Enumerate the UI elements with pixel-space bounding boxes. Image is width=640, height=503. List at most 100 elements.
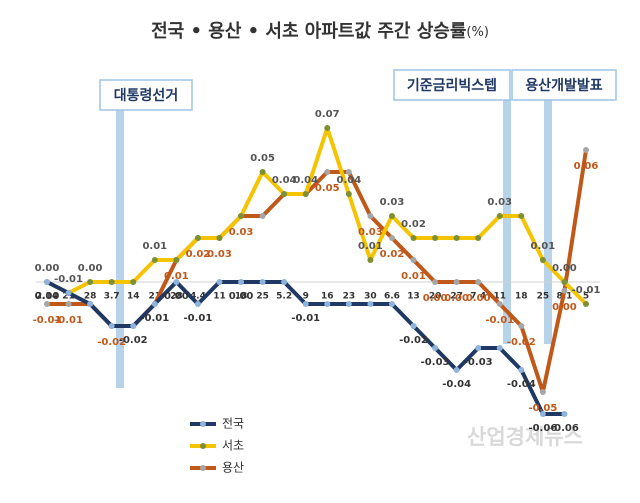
series-point <box>432 345 439 351</box>
data-label: -0.02 <box>399 335 428 346</box>
data-label: 0.00 <box>552 302 577 313</box>
data-label: 0.03 <box>358 227 383 238</box>
series-point <box>108 323 115 329</box>
data-label: -0.06 <box>550 423 579 434</box>
series-point <box>561 411 568 417</box>
data-label: -0.01 <box>485 315 514 326</box>
annotation-label: 용산개발발표 <box>525 77 602 94</box>
series-point <box>130 279 137 285</box>
series-point <box>194 235 201 241</box>
data-label: -0.01 <box>54 315 83 326</box>
series-point <box>194 301 201 307</box>
data-label: 0.02 <box>380 249 405 260</box>
data-label: 0.07 <box>315 109 340 120</box>
x-tick-label: 21 <box>62 292 75 302</box>
data-label: -0.02 <box>119 335 148 346</box>
series-point <box>65 301 72 307</box>
series-point <box>238 213 245 219</box>
data-label: -0.01 <box>54 274 83 285</box>
data-label: -0.03 <box>464 357 493 368</box>
annotation-box <box>393 69 511 101</box>
data-label: 0.04 <box>293 175 318 186</box>
series-point <box>108 279 115 285</box>
series-point <box>561 279 568 285</box>
series-point <box>453 367 460 373</box>
data-label: -0.03 <box>421 357 450 368</box>
series-point <box>367 301 374 307</box>
data-label: -0.05 <box>528 403 557 414</box>
data-label: -0.01 <box>140 313 169 324</box>
series-point <box>324 301 331 307</box>
x-tick-label: 7.4 <box>470 292 486 302</box>
data-label: 0.00 <box>35 291 60 302</box>
series-point <box>539 257 546 263</box>
x-tick-label: 18 <box>235 292 248 302</box>
series-point <box>238 279 245 285</box>
title-main: 전국 • 용산 • 서초 아파트값 주간 상승률 <box>151 21 466 42</box>
x-tick-label: 4.4 <box>190 292 206 302</box>
series-point <box>453 235 460 241</box>
data-label: 0.03 <box>380 197 405 208</box>
data-label: 0.02 <box>401 219 426 230</box>
series-point <box>432 235 439 241</box>
x-tick-label: 2.14 <box>36 292 58 302</box>
x-tick-label: 13 <box>407 292 420 302</box>
data-label: -0.01 <box>184 313 213 324</box>
title-unit: (%) <box>466 25 489 40</box>
series-point <box>259 279 266 285</box>
legend-marker <box>200 465 206 471</box>
data-label: 0.04 <box>272 175 297 186</box>
series-point <box>410 235 417 241</box>
legend-label: 전국 <box>222 417 244 431</box>
series-line <box>46 126 588 306</box>
annotation-box <box>99 79 193 111</box>
x-tick-label: 18 <box>515 292 528 302</box>
series-point <box>583 147 589 153</box>
series-point <box>151 257 158 263</box>
series-point <box>216 235 223 241</box>
data-label: 0.01 <box>531 241 556 252</box>
series-point <box>388 235 395 241</box>
series-point <box>345 169 352 175</box>
series-point <box>496 345 503 351</box>
data-label: 0.04 <box>336 175 361 186</box>
series-point <box>410 323 417 329</box>
data-label: 0.00 <box>444 293 469 304</box>
series-point <box>302 301 309 307</box>
series-point <box>388 213 395 219</box>
series-point <box>259 213 266 219</box>
series-point <box>87 301 94 307</box>
data-label: -0.04 <box>442 379 471 390</box>
series-point <box>388 301 395 307</box>
legend-marker <box>200 421 206 427</box>
series-point <box>345 301 352 307</box>
data-label: 0.06 <box>574 161 599 172</box>
x-tick-label: 25 <box>256 292 269 302</box>
chart-title: 전국 • 용산 • 서초 아파트값 주간 상승률(%) <box>151 21 489 42</box>
series-point <box>216 279 223 285</box>
x-tick-label: 11 <box>493 292 506 302</box>
annotation-band <box>544 98 552 344</box>
data-label: -0.02 <box>507 337 536 348</box>
x-tick-label: 30 <box>364 292 377 302</box>
series-point <box>539 411 546 417</box>
series-point <box>130 323 137 329</box>
series-point <box>65 290 72 296</box>
data-label: -0.06 <box>528 423 557 434</box>
series-point <box>367 257 374 263</box>
series-point <box>496 301 503 307</box>
series-point <box>324 125 331 131</box>
data-label: 0.01 <box>164 271 189 282</box>
data-label: 0.02 <box>186 249 211 260</box>
x-tick-label: 20 <box>429 292 442 302</box>
series-point <box>475 345 482 351</box>
data-label: -0.02 <box>97 337 126 348</box>
x-tick-label: 27 <box>450 292 463 302</box>
watermark: 산업경제뉴스 <box>467 425 583 449</box>
legend-label: 서초 <box>222 439 244 453</box>
x-tick-label: 5.2 <box>276 292 292 302</box>
x-tick-label: 25 <box>537 292 550 302</box>
x-tick-label: 28 <box>84 292 97 302</box>
data-label: 0.05 <box>315 183 340 194</box>
series-point <box>453 279 460 285</box>
